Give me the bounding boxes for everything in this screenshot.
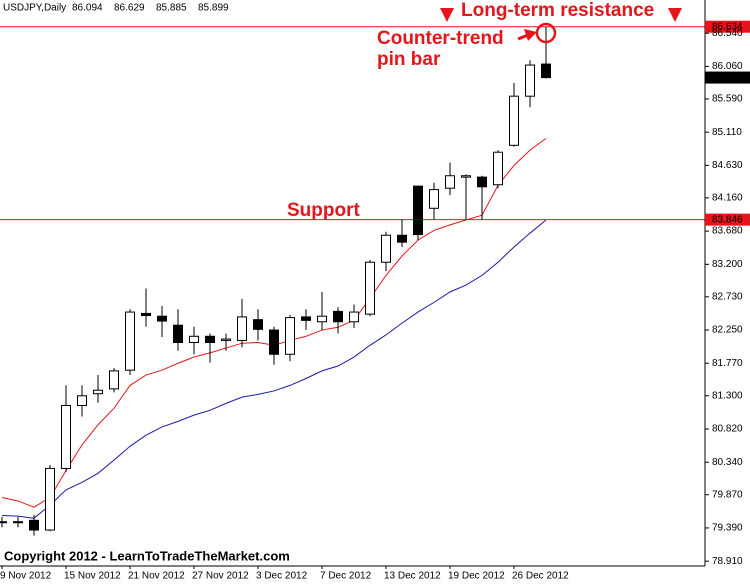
y-tick-label: 79.390 bbox=[712, 523, 743, 534]
y-tick-label: 80.340 bbox=[712, 457, 743, 468]
pin-bar-annotation: pin bar bbox=[377, 49, 441, 70]
candle-body bbox=[461, 175, 471, 178]
header-high: 86.629 bbox=[114, 3, 145, 14]
candle-body bbox=[333, 310, 343, 323]
y-tick-label: 80.820 bbox=[712, 424, 743, 435]
candle-body bbox=[413, 185, 423, 236]
y-tick-label: 86.060 bbox=[712, 61, 743, 72]
y-tick-label: 83.200 bbox=[712, 259, 743, 270]
candle-body bbox=[237, 316, 247, 341]
candle-body bbox=[141, 312, 151, 317]
candle-body bbox=[77, 395, 87, 406]
candle-body bbox=[349, 311, 359, 323]
overlay: 86.634 83.846 85.899 bbox=[705, 20, 750, 226]
candle-body bbox=[397, 234, 407, 243]
candle-body bbox=[525, 64, 535, 97]
candle-body bbox=[429, 189, 439, 209]
price-label: 83.846 bbox=[712, 214, 743, 225]
header-close: 85.899 bbox=[198, 3, 229, 14]
candle-body bbox=[285, 317, 295, 355]
candle-body bbox=[477, 176, 487, 188]
candle-body bbox=[493, 151, 503, 186]
y-tick-label: 85.590 bbox=[712, 94, 743, 105]
candle-body bbox=[173, 324, 183, 344]
candle-body bbox=[93, 389, 103, 395]
x-tick-label: 7 Dec 2012 bbox=[320, 571, 372, 582]
resistance-annotation: Long-term resistance bbox=[461, 0, 654, 21]
x-tick-label: 26 Dec 2012 bbox=[512, 571, 569, 582]
price-label-box bbox=[705, 20, 750, 33]
candle-body bbox=[157, 315, 167, 322]
header-open: 86.094 bbox=[72, 3, 103, 14]
arrow-down bbox=[668, 8, 682, 22]
support-annotation: Support bbox=[287, 200, 360, 221]
header-low: 85.885 bbox=[156, 3, 187, 14]
current-price-box bbox=[705, 71, 750, 84]
plot-area bbox=[0, 26, 705, 536]
candle-body bbox=[381, 234, 391, 263]
x-tick-label: 9 Nov 2012 bbox=[0, 571, 52, 582]
candle-body bbox=[221, 338, 231, 341]
y-tick-label: 86.540 bbox=[712, 28, 743, 39]
candle-body bbox=[509, 95, 519, 146]
y-tick-label: 84.630 bbox=[712, 160, 743, 171]
x-tick-label: 27 Nov 2012 bbox=[192, 571, 249, 582]
candle-body bbox=[205, 335, 215, 344]
y-tick-label: 82.250 bbox=[712, 325, 743, 336]
candle-body bbox=[0, 521, 7, 524]
moving-average-line bbox=[1, 219, 547, 519]
x-tick-label: 3 Dec 2012 bbox=[256, 571, 308, 582]
candle-body bbox=[13, 521, 23, 524]
x-tick-label: 19 Dec 2012 bbox=[448, 571, 505, 582]
candle-body bbox=[189, 335, 199, 344]
candle-body bbox=[365, 261, 375, 315]
candle-body bbox=[45, 467, 55, 531]
candle-body bbox=[541, 63, 551, 79]
current-price-label: 85.899 bbox=[712, 72, 743, 83]
arrow-down bbox=[440, 8, 454, 22]
y-tick-label: 81.770 bbox=[712, 358, 743, 369]
x-tick-label: 13 Dec 2012 bbox=[384, 571, 441, 582]
chart-title: USDJPY,Daily bbox=[3, 3, 66, 14]
y-tick-label: 78.910 bbox=[712, 556, 743, 567]
candle-body bbox=[301, 316, 311, 321]
candle-body bbox=[61, 404, 71, 469]
price-label-box bbox=[705, 213, 750, 226]
y-tick-label: 84.160 bbox=[712, 193, 743, 204]
candle-body bbox=[29, 519, 39, 531]
highlight-circle bbox=[535, 22, 557, 44]
candle-body bbox=[269, 329, 279, 355]
x-tick-label: 21 Nov 2012 bbox=[128, 571, 185, 582]
candle-body bbox=[253, 319, 263, 330]
copyright: Copyright 2012 - LearnToTradeTheMarket.c… bbox=[4, 548, 290, 563]
y-tick-label: 79.870 bbox=[712, 489, 743, 500]
y-tick-label: 83.680 bbox=[712, 226, 743, 237]
pointer-arrow-head bbox=[524, 29, 537, 41]
price-label: 86.634 bbox=[712, 21, 743, 32]
y-tick-label: 81.300 bbox=[712, 390, 743, 401]
candle-body bbox=[445, 175, 455, 189]
y-tick-label: 85.110 bbox=[712, 127, 742, 138]
candle-body bbox=[317, 315, 327, 323]
candle-body bbox=[125, 311, 135, 371]
candle-body bbox=[109, 370, 119, 390]
y-tick-label: 82.730 bbox=[712, 291, 743, 302]
x-tick-label: 15 Nov 2012 bbox=[64, 571, 121, 582]
pin-bar-annotation: Counter-trend bbox=[377, 28, 504, 49]
